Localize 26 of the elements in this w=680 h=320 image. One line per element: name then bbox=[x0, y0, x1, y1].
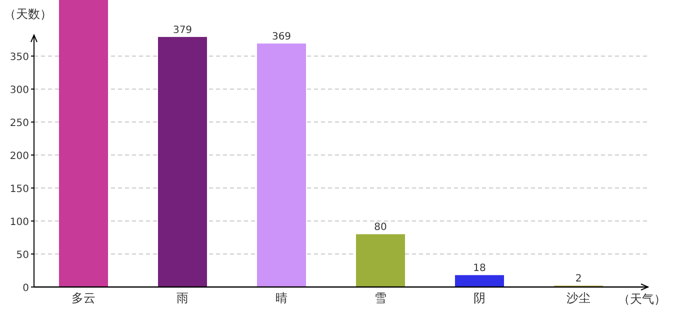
x-tick-label: 阴 bbox=[474, 291, 486, 305]
y-tick-label: 0 bbox=[22, 283, 29, 294]
data-label: 2 bbox=[575, 274, 582, 285]
y-tick-label: 100 bbox=[10, 217, 29, 228]
data-label: 379 bbox=[172, 24, 192, 36]
bar bbox=[454, 275, 504, 287]
data-label: 369 bbox=[272, 32, 292, 43]
y-tick-label: 150 bbox=[10, 184, 29, 196]
bar bbox=[59, 0, 108, 287]
x-tick-label: 多云 bbox=[72, 291, 96, 305]
data-label: 18 bbox=[473, 263, 486, 274]
y-tick-label: 200 bbox=[10, 151, 29, 162]
bar bbox=[158, 36, 207, 287]
y-tick-label: 350 bbox=[10, 52, 29, 64]
y-tick-label: 300 bbox=[10, 85, 29, 96]
x-tick-label: 晴 bbox=[276, 291, 288, 305]
x-axis-title: （天气） bbox=[618, 292, 666, 306]
x-tick-label: 沙尘 bbox=[566, 291, 590, 305]
y-tick-label: 250 bbox=[10, 118, 29, 130]
x-tick-label: 雨 bbox=[176, 291, 188, 305]
bar bbox=[356, 234, 405, 287]
bar bbox=[256, 44, 306, 287]
y-axis-title: （天数） bbox=[4, 7, 52, 21]
y-tick-label: 50 bbox=[16, 250, 29, 262]
data-label: 80 bbox=[374, 222, 387, 234]
x-tick-label: 雪 bbox=[374, 291, 386, 305]
